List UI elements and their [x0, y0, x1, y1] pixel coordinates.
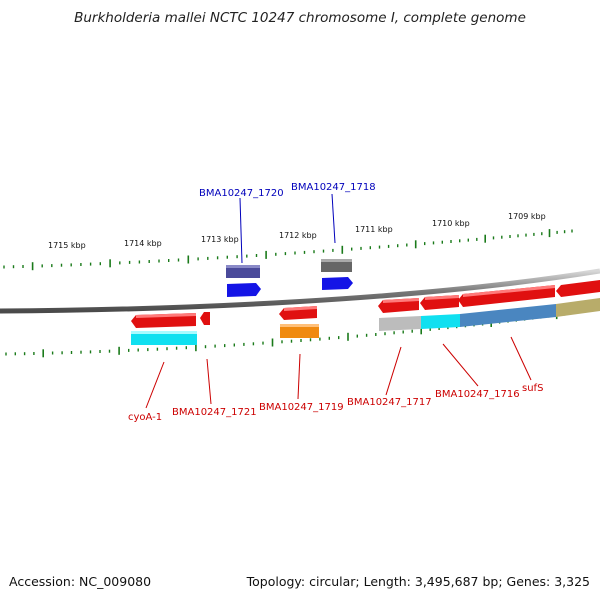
chromosome-backbone — [0, 268, 600, 314]
gene-label-BMA10247_1718[interactable]: BMA10247_1718 — [291, 182, 376, 193]
scale-label-1712: 1712 kbp — [279, 231, 317, 240]
gene-block-1716-cds[interactable] — [421, 314, 460, 329]
gene-arrow-next[interactable] — [556, 280, 600, 297]
gene-label-BMA10247_1721[interactable]: BMA10247_1721 — [172, 407, 257, 418]
gene-label-sufS[interactable]: sufS — [522, 383, 543, 394]
gene-highlight — [280, 324, 319, 327]
gene-highlight — [425, 295, 459, 300]
scale-label-1715: 1715 kbp — [48, 241, 86, 250]
genome-summary-text: Topology: circular; Length: 3,495,687 bp… — [246, 574, 590, 589]
gene-arrow-sufS[interactable] — [458, 285, 555, 307]
scale-label-1711: 1711 kbp — [355, 225, 393, 234]
gene-arrow-1718[interactable] — [322, 277, 353, 290]
gene-arrow-1721[interactable] — [200, 312, 210, 325]
outer-tick-row — [3, 229, 573, 271]
gene-block-1717-cds[interactable] — [379, 316, 421, 331]
gene-arrow-1720[interactable] — [227, 283, 261, 297]
gene-highlight — [136, 313, 196, 318]
gene-block-1718-cds[interactable] — [321, 259, 352, 272]
gene-label-BMA10247_1720[interactable]: BMA10247_1720 — [199, 188, 284, 199]
lower-strand-genes — [131, 280, 600, 345]
map-title: Burkholderia mallei NCTC 10247 chromosom… — [74, 10, 526, 26]
gene-label-cyoA-1[interactable]: cyoA-1 — [128, 412, 162, 423]
scale-label-1713: 1713 kbp — [201, 235, 239, 244]
scale-label-1709: 1709 kbp — [508, 212, 546, 221]
gene-highlight — [383, 298, 419, 303]
gene-block-1720-cds[interactable] — [226, 265, 260, 278]
gene-label-BMA10247_1717[interactable]: BMA10247_1717 — [347, 397, 432, 408]
upper-strand-genes — [226, 259, 353, 297]
scale-label-1710: 1710 kbp — [432, 219, 470, 228]
scale-label-1714: 1714 kbp — [124, 239, 162, 248]
gene-label-BMA10247_1716[interactable]: BMA10247_1716 — [435, 389, 520, 400]
gene-highlight — [284, 306, 317, 311]
gene-block-cyoA-1-cds[interactable] — [131, 331, 197, 345]
accession-text: Accession: NC_009080 — [9, 574, 152, 589]
gene-block-1719-cds[interactable] — [280, 324, 319, 338]
gene-block-next-cds[interactable] — [556, 298, 600, 317]
leader-lines — [145, 193, 532, 409]
gene-highlight — [321, 259, 352, 262]
gene-label-BMA10247_1719[interactable]: BMA10247_1719 — [259, 402, 344, 413]
gene-highlight — [463, 285, 555, 297]
gene-highlight — [226, 265, 260, 268]
gene-block-sufS-cds[interactable] — [460, 304, 556, 327]
gene-highlight — [131, 331, 197, 334]
